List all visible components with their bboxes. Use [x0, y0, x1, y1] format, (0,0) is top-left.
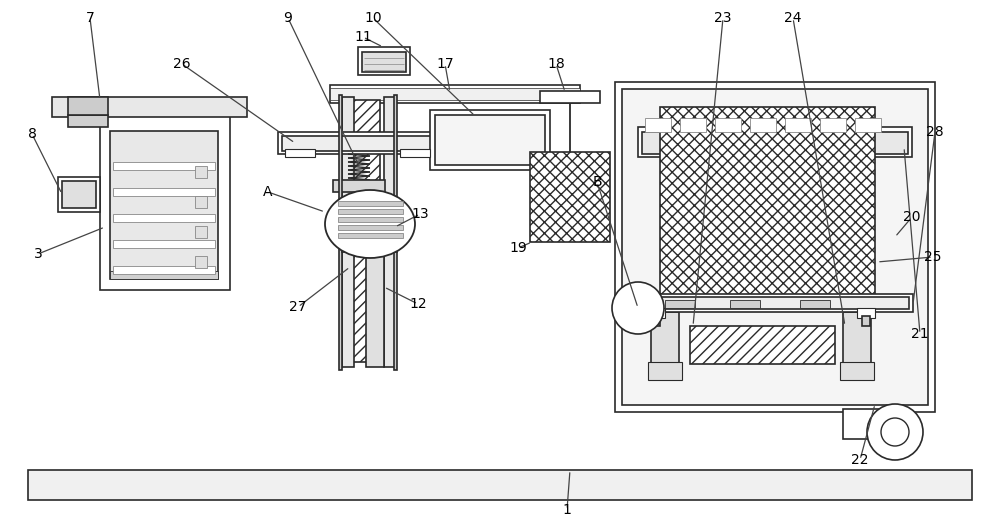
Bar: [638, 127, 912, 157]
Bar: [883, 414, 905, 434]
Text: 26: 26: [173, 57, 191, 71]
Bar: [285, 149, 315, 157]
Text: 10: 10: [364, 11, 382, 25]
Bar: [113, 266, 215, 274]
Bar: [530, 152, 610, 242]
Bar: [113, 214, 215, 222]
Text: 18: 18: [547, 57, 565, 71]
Bar: [195, 196, 207, 208]
Bar: [642, 132, 908, 154]
Text: A: A: [263, 185, 273, 199]
Bar: [333, 180, 385, 192]
Bar: [820, 118, 846, 132]
Bar: [110, 131, 218, 279]
Text: 13: 13: [411, 207, 429, 221]
Bar: [342, 97, 354, 367]
Bar: [647, 308, 665, 318]
Text: 21: 21: [911, 327, 929, 341]
Text: 11: 11: [354, 30, 372, 44]
Bar: [785, 118, 811, 132]
Bar: [639, 297, 909, 309]
Bar: [195, 226, 207, 238]
Bar: [400, 149, 430, 157]
Circle shape: [867, 404, 923, 460]
Text: 24: 24: [784, 11, 802, 25]
Bar: [282, 136, 439, 151]
Bar: [615, 82, 935, 412]
Bar: [862, 316, 870, 326]
Bar: [52, 97, 247, 117]
Bar: [540, 91, 600, 103]
Bar: [338, 209, 403, 214]
Bar: [330, 85, 580, 103]
Bar: [366, 247, 384, 367]
Bar: [100, 115, 230, 290]
Bar: [358, 47, 410, 75]
Bar: [362, 52, 406, 72]
Text: 20: 20: [903, 210, 921, 224]
Bar: [330, 88, 580, 100]
Bar: [394, 95, 397, 370]
Bar: [110, 271, 218, 279]
Bar: [113, 240, 215, 248]
Bar: [195, 166, 207, 178]
Bar: [635, 294, 913, 312]
Text: 12: 12: [409, 297, 427, 311]
Text: 25: 25: [924, 250, 942, 264]
Text: 23: 23: [714, 11, 732, 25]
Bar: [384, 97, 396, 367]
Bar: [195, 256, 207, 268]
Text: 7: 7: [86, 11, 94, 25]
Bar: [665, 300, 695, 308]
Text: 28: 28: [926, 125, 944, 139]
Bar: [648, 362, 682, 380]
Bar: [652, 316, 660, 326]
Bar: [651, 312, 679, 367]
Text: 17: 17: [436, 57, 454, 71]
Bar: [68, 97, 108, 115]
Bar: [430, 110, 550, 170]
Text: 1: 1: [563, 503, 571, 517]
Bar: [750, 118, 776, 132]
Bar: [339, 95, 342, 370]
Bar: [715, 118, 741, 132]
Bar: [857, 308, 875, 318]
Bar: [68, 115, 108, 127]
Bar: [338, 217, 403, 222]
Bar: [660, 107, 875, 297]
Bar: [338, 225, 403, 230]
Bar: [278, 132, 443, 154]
Text: 27: 27: [289, 300, 307, 314]
Bar: [843, 312, 871, 367]
Bar: [338, 201, 403, 206]
Bar: [113, 188, 215, 196]
Bar: [690, 326, 835, 364]
Bar: [58, 177, 100, 212]
Bar: [28, 470, 972, 500]
Bar: [345, 210, 394, 249]
Bar: [622, 89, 928, 405]
Bar: [855, 118, 881, 132]
Bar: [435, 115, 545, 165]
Bar: [730, 300, 760, 308]
Ellipse shape: [325, 190, 415, 258]
Text: 19: 19: [509, 241, 527, 255]
Bar: [352, 100, 380, 362]
Bar: [800, 300, 830, 308]
Bar: [645, 118, 671, 132]
Bar: [843, 409, 883, 439]
Circle shape: [612, 282, 664, 334]
Bar: [342, 207, 397, 252]
Text: B: B: [592, 175, 602, 189]
Bar: [840, 362, 874, 380]
Text: 3: 3: [34, 247, 42, 261]
Bar: [680, 118, 706, 132]
Bar: [62, 181, 96, 208]
Bar: [338, 233, 403, 238]
Circle shape: [881, 418, 909, 446]
Text: 9: 9: [284, 11, 292, 25]
Bar: [113, 162, 215, 170]
Text: 22: 22: [851, 453, 869, 467]
Text: 8: 8: [28, 127, 36, 141]
